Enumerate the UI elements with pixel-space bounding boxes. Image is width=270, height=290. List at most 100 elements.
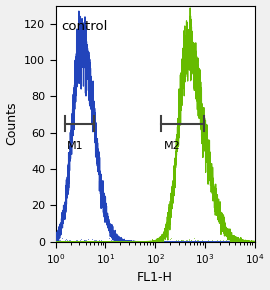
Point xyxy=(160,239,164,243)
Point xyxy=(109,239,113,243)
Point xyxy=(153,239,157,244)
Point xyxy=(229,239,233,244)
Point xyxy=(221,239,226,244)
Point xyxy=(215,239,220,244)
Point xyxy=(222,239,226,243)
Point xyxy=(239,239,243,244)
Point xyxy=(186,239,191,244)
Point xyxy=(246,239,251,244)
Point xyxy=(79,239,84,244)
Point xyxy=(56,239,60,243)
Point xyxy=(200,239,204,244)
Point xyxy=(160,239,164,244)
Point xyxy=(124,239,129,244)
Point xyxy=(181,238,186,243)
Point xyxy=(153,239,158,244)
Point xyxy=(73,238,78,242)
Point xyxy=(119,239,123,244)
Point xyxy=(70,239,74,244)
Point xyxy=(175,239,180,244)
Point xyxy=(72,239,76,244)
Point xyxy=(68,239,72,244)
Point xyxy=(105,239,109,244)
Point xyxy=(69,239,73,243)
Point xyxy=(144,239,148,244)
Point xyxy=(224,238,229,242)
Point xyxy=(217,239,222,244)
Point xyxy=(87,239,91,244)
Point xyxy=(166,239,171,244)
Point xyxy=(139,239,143,244)
Point xyxy=(247,239,251,244)
Point xyxy=(131,239,136,244)
Point xyxy=(62,239,66,244)
Point xyxy=(247,239,251,244)
Point xyxy=(245,239,249,243)
Point xyxy=(235,239,239,243)
Point xyxy=(191,239,195,244)
Point xyxy=(112,238,116,243)
Point xyxy=(121,239,125,244)
Point xyxy=(64,239,69,244)
Point xyxy=(112,238,116,243)
Point xyxy=(164,239,168,244)
Point xyxy=(198,239,203,244)
Point xyxy=(156,239,160,244)
Point xyxy=(201,239,206,244)
Point xyxy=(133,239,138,244)
Point xyxy=(115,239,120,244)
Point xyxy=(248,239,252,244)
Point xyxy=(249,239,254,244)
Point xyxy=(104,238,109,243)
Point xyxy=(186,239,191,244)
Point xyxy=(180,239,184,244)
Point xyxy=(206,239,211,244)
Point xyxy=(169,239,174,244)
Point xyxy=(83,238,87,243)
Point xyxy=(139,239,143,244)
Point xyxy=(150,239,155,244)
Point xyxy=(224,239,228,243)
Point xyxy=(127,239,131,244)
Point xyxy=(61,238,66,243)
Point xyxy=(161,239,165,244)
Point xyxy=(86,239,90,244)
Point xyxy=(74,239,78,243)
Point xyxy=(129,239,133,244)
Point xyxy=(161,239,166,244)
Point xyxy=(141,239,146,244)
Point xyxy=(65,239,69,244)
Point xyxy=(146,239,150,244)
Point xyxy=(173,239,177,244)
Point xyxy=(60,236,64,241)
Point xyxy=(130,239,135,244)
Point xyxy=(215,239,219,244)
Point xyxy=(109,238,113,243)
Point xyxy=(171,239,176,244)
Point xyxy=(207,239,212,243)
Point xyxy=(98,239,102,244)
Point xyxy=(124,238,128,243)
Point xyxy=(204,239,208,244)
Point xyxy=(135,239,139,244)
Point xyxy=(62,239,67,244)
Point xyxy=(241,239,246,244)
Point xyxy=(247,239,251,244)
Point xyxy=(190,239,195,244)
Point xyxy=(132,239,137,244)
Point xyxy=(209,239,214,244)
Point xyxy=(168,239,173,244)
Point xyxy=(221,239,225,244)
Point xyxy=(92,239,96,243)
Point xyxy=(70,239,75,244)
Point xyxy=(61,239,66,244)
Point xyxy=(195,239,200,244)
Point xyxy=(248,239,252,244)
Point xyxy=(106,239,110,244)
Point xyxy=(95,239,100,244)
Point xyxy=(87,239,92,244)
Point xyxy=(79,239,84,244)
Point xyxy=(178,238,183,242)
Point xyxy=(171,239,176,244)
Point xyxy=(61,238,65,243)
